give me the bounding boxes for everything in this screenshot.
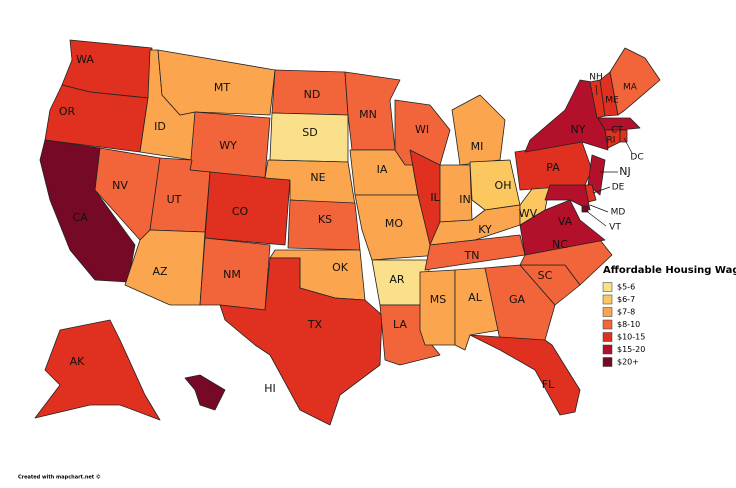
state-shape	[354, 194, 441, 261]
state-label: PA	[546, 161, 560, 174]
state-label: KY	[478, 223, 492, 236]
legend-label: $6-7	[617, 295, 635, 304]
state-label: MO	[385, 217, 403, 230]
state-label: KS	[318, 213, 332, 226]
legend-title: Affordable Housing Wage Gap	[603, 265, 736, 276]
state-label: AR	[389, 273, 405, 286]
state-label: CT	[611, 126, 623, 136]
state-label: MT	[214, 81, 230, 94]
state-label: GA	[509, 293, 526, 306]
state-label: ID	[154, 120, 166, 133]
legend-label: $8-10	[617, 320, 640, 329]
state-label: AL	[468, 291, 483, 304]
state-label: NM	[223, 268, 241, 281]
state-label: NV	[112, 179, 128, 192]
state-label: VT	[609, 223, 621, 233]
leader-line	[589, 204, 609, 213]
leader-line	[584, 209, 607, 227]
state-label: WI	[415, 123, 429, 136]
state-label: IA	[377, 163, 388, 176]
state-label: MA	[623, 83, 638, 93]
state-label: SD	[302, 126, 317, 139]
state-label: ME	[605, 96, 619, 106]
state-label: NH	[589, 73, 603, 83]
state-label: TN	[464, 249, 480, 262]
state-shape	[581, 205, 589, 213]
state-shape	[619, 129, 628, 143]
state-shape	[184, 374, 226, 411]
state-label: HI	[264, 382, 276, 395]
legend-swatch	[602, 357, 613, 367]
state-label: OR	[59, 105, 76, 118]
state-shape	[124, 229, 206, 306]
state-label: IN	[459, 193, 470, 206]
state-shape	[219, 257, 383, 426]
state-label: MI	[471, 140, 484, 153]
state-label: IL	[430, 191, 440, 204]
state-label: OK	[332, 261, 349, 274]
state-label: MS	[430, 293, 446, 306]
state-shape	[597, 117, 641, 131]
state-label: FL	[542, 378, 555, 391]
state-shape	[544, 184, 591, 211]
state-shape	[419, 269, 456, 346]
state-label: LA	[393, 318, 407, 331]
state-label: UT	[167, 193, 182, 206]
state-label: ND	[304, 88, 321, 101]
state-label: TX	[307, 318, 323, 331]
state-label: VA	[558, 215, 573, 228]
state-shape	[34, 319, 161, 421]
legend-swatch	[602, 332, 613, 342]
state-label: NE	[310, 171, 325, 184]
state-label: DE	[612, 183, 625, 193]
legend-label: $20+	[617, 358, 639, 367]
state-shape	[609, 47, 661, 116]
leader-line	[592, 186, 611, 194]
state-label: WA	[76, 53, 94, 66]
leader-lines	[584, 84, 633, 227]
state-labels: WA OR CA NV ID MT WY UT AZ CO NM ND SD NE KS OK TX MN IA MO…	[59, 53, 644, 395]
legend-swatch	[602, 282, 613, 292]
state-label: NC	[552, 238, 568, 251]
state-label: OH	[495, 179, 512, 192]
state-label: CO	[232, 205, 249, 218]
leader-line	[623, 137, 633, 154]
state-label: AZ	[152, 265, 168, 278]
legend: $5-6 $6-7 $7-8 $8-10 $10-15 $15-20 $20+	[602, 282, 645, 367]
state-shape	[204, 171, 291, 246]
states	[34, 39, 661, 426]
state-label: NJ	[619, 165, 630, 178]
legend-swatch	[602, 307, 613, 317]
state-shape	[469, 334, 581, 416]
legend-label: $15-20	[617, 345, 645, 354]
state-label: SC	[538, 269, 553, 282]
legend-swatch	[602, 294, 613, 305]
state-label: CA	[72, 211, 88, 224]
legend-swatch	[602, 319, 613, 330]
state-label: MD	[611, 208, 626, 218]
state-label: NY	[571, 123, 586, 136]
state-shape	[451, 94, 506, 166]
state-shape	[484, 264, 556, 341]
legend-swatch	[602, 344, 613, 355]
legend-label: $7-8	[617, 308, 635, 317]
state-label: WV	[519, 207, 538, 220]
legend-label: $10-15	[617, 333, 645, 342]
state-label: AK	[70, 355, 86, 368]
state-label: MN	[359, 108, 377, 121]
state-label: WY	[219, 139, 237, 152]
state-label: DC	[630, 153, 643, 163]
leader-line	[595, 84, 598, 96]
credit: Created with mapchart.net ©	[18, 475, 101, 481]
state-label: RI	[607, 136, 616, 146]
legend-label: $5-6	[617, 283, 635, 292]
